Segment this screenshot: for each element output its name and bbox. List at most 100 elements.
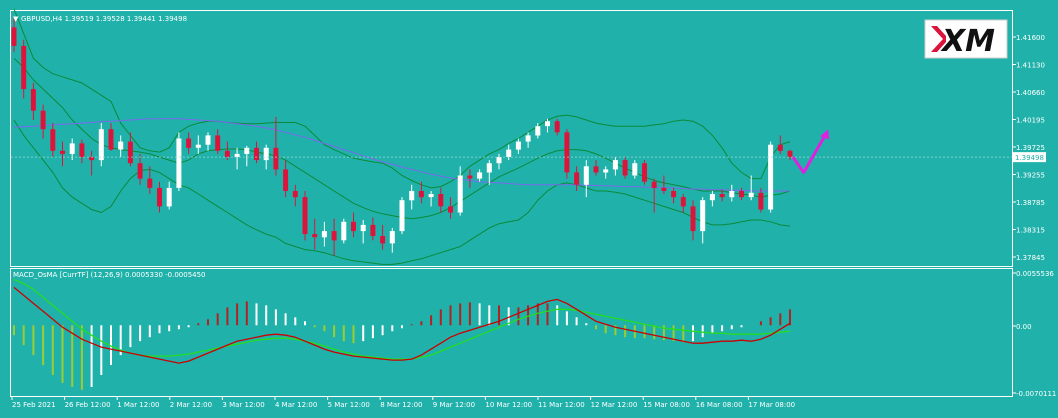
candle-body: [525, 135, 531, 142]
candle-body: [486, 163, 492, 173]
candle: [389, 227, 395, 253]
bollinger-upper-line: [13, 8, 791, 189]
candle-body: [263, 147, 269, 161]
candle: [477, 169, 483, 182]
candle-body: [399, 200, 405, 232]
candle-body: [661, 187, 667, 191]
candle-body: [574, 172, 580, 185]
candle: [351, 212, 356, 238]
candle-body: [748, 192, 754, 198]
y-axis-ticks: 1.41600 1.41130 1.40660 1.40195 1.39725 1.392…: [1012, 34, 1056, 398]
sub-y-tick-label: -0.0070111: [1016, 390, 1056, 398]
candle-body: [11, 27, 17, 46]
candle-body: [21, 45, 27, 90]
candle: [79, 139, 85, 164]
sub-y-tick-label: 0.00: [1016, 323, 1032, 331]
candle-body: [147, 178, 153, 188]
candle: [215, 129, 221, 154]
candle-body: [157, 187, 162, 207]
candle: [50, 123, 56, 158]
candle-body: [700, 200, 706, 232]
x-tick-label: 9 Mar 12:00: [433, 401, 475, 409]
candle: [254, 141, 259, 164]
candle-body: [671, 191, 677, 198]
candle: [147, 166, 153, 195]
candle-body: [709, 194, 715, 201]
candle: [593, 160, 599, 176]
candle: [748, 175, 754, 201]
candle-body: [545, 121, 550, 127]
candle: [486, 160, 492, 185]
candle: [186, 132, 192, 154]
candle: [60, 141, 65, 167]
x-tick-label: 26 Feb 12:00: [65, 401, 111, 409]
osma-histogram: [13, 301, 791, 390]
candle: [273, 116, 279, 176]
candle: [651, 178, 657, 213]
candle-body: [583, 166, 589, 185]
candle-body: [302, 197, 308, 235]
candle-body: [30, 89, 36, 111]
candle: [205, 132, 211, 151]
candle-body: [418, 191, 424, 198]
candle-body: [457, 175, 463, 213]
candle-body: [612, 160, 618, 170]
candle-body: [389, 231, 395, 244]
candle-body: [108, 129, 114, 150]
y-tick-label: 1.41130: [1016, 62, 1045, 70]
candle-body: [535, 126, 541, 136]
candle: [399, 197, 405, 235]
candle-body: [651, 181, 657, 188]
candle-body: [448, 206, 453, 213]
y-tick-label: 1.39725: [1016, 144, 1045, 152]
candle: [525, 132, 531, 148]
moving-average: [13, 118, 790, 192]
candle-body: [409, 191, 415, 201]
xm-logo-mark: [931, 26, 946, 52]
candle: [11, 18, 17, 53]
x-tick-label: 12 Mar 12:00: [591, 401, 638, 409]
x-tick-label: 4 Mar 12:00: [275, 401, 317, 409]
candle-body: [467, 175, 473, 179]
candle: [176, 132, 182, 191]
xm-logo-text: XM: [940, 24, 995, 59]
candle-body: [60, 150, 65, 154]
candle-body: [127, 141, 133, 164]
y-tick-label: 1.40195: [1016, 117, 1045, 125]
candles: [11, 18, 793, 256]
candle-body: [622, 160, 628, 176]
candle-body: [739, 191, 744, 198]
dropdown-triangle-icon[interactable]: ▼: [13, 15, 19, 23]
candle: [739, 187, 744, 201]
x-tick-label: 17 Mar 08:00: [748, 401, 795, 409]
candle: [166, 181, 172, 210]
candle-body: [564, 132, 570, 173]
candle: [118, 135, 124, 158]
candle-body: [477, 172, 483, 179]
candle: [312, 218, 318, 250]
candle-body: [515, 141, 521, 150]
candle-body: [593, 166, 599, 173]
xm-logo-box: [924, 19, 1008, 59]
candle: [457, 166, 463, 216]
candle-body: [341, 221, 347, 241]
y-tick-label: 1.38315: [1016, 227, 1045, 235]
x-tick-label: 16 Mar 08:00: [696, 401, 743, 409]
projection-arrow-head: [820, 129, 830, 140]
candle-body: [351, 221, 356, 232]
candle: [564, 129, 570, 179]
candle: [263, 144, 269, 170]
candle: [418, 181, 424, 204]
candle: [321, 221, 327, 247]
candle-body: [69, 143, 75, 154]
candle: [234, 147, 240, 170]
candle: [40, 104, 46, 139]
candle-body: [360, 224, 366, 232]
candle-body: [438, 194, 444, 207]
candle-body: [224, 150, 230, 157]
candle: [583, 160, 589, 198]
y-tick-label: 1.37845: [1016, 254, 1045, 262]
candle: [341, 218, 347, 244]
